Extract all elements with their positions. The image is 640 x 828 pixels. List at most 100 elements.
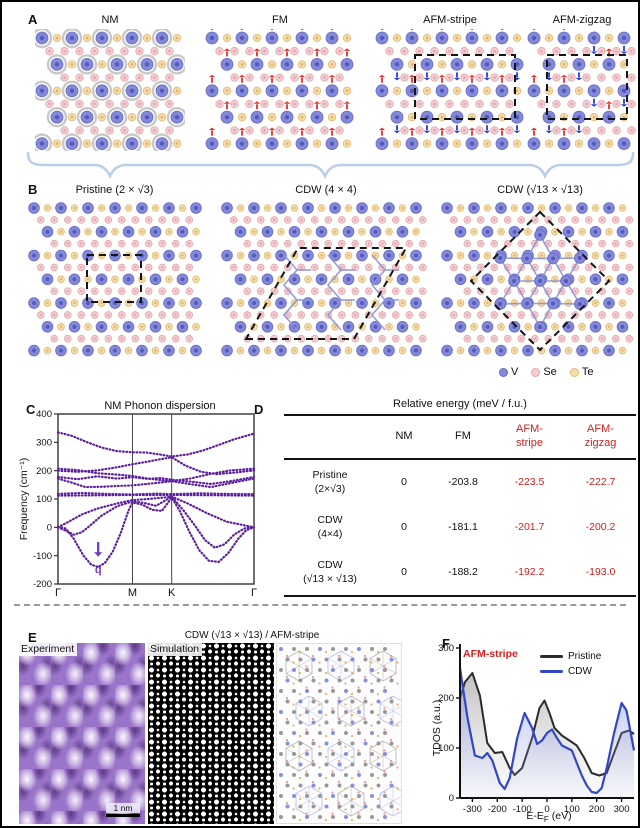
panel-b-cdw13-title: CDW (√13 × √13) bbox=[497, 184, 583, 196]
v-atom-icon bbox=[499, 367, 508, 377]
svg-text:100: 100 bbox=[438, 743, 454, 754]
table-header-afm-stripe: AFM-stripe bbox=[516, 423, 543, 449]
section-divider bbox=[14, 604, 626, 606]
overlay-layer bbox=[414, 54, 516, 120]
experiment-stm-image: Experiment 1 nm bbox=[19, 643, 145, 824]
simulation-image: Simulation bbox=[148, 643, 274, 824]
panel-c-label: C bbox=[26, 402, 36, 417]
fm-lattice-diagram bbox=[205, 29, 354, 150]
legend-se-label: Se bbox=[543, 366, 557, 378]
svg-text:-200: -200 bbox=[33, 579, 52, 590]
legend-v-label: V bbox=[511, 366, 519, 378]
panel-d-label: D bbox=[254, 402, 264, 417]
panel-b-cdw44: CDW (4 × 4) bbox=[220, 184, 432, 363]
cell-pristine-nm: 0 bbox=[401, 475, 407, 488]
se-atom-icon bbox=[531, 367, 541, 377]
table-row-cdw13: CDW (√13 × √13) 0 -188.2 -192.2 -193.0 bbox=[284, 550, 636, 595]
table-row-pristine: Pristine (2×√3) 0 -203.8 -223.5 -222.7 bbox=[284, 460, 636, 505]
scale-bar: 1 nm bbox=[106, 802, 140, 817]
phonon-chart-title: NM Phonon dispersion bbox=[104, 400, 215, 412]
legend-item-se: Se bbox=[531, 366, 557, 378]
panel-b-label: B bbox=[28, 182, 38, 197]
cell-cdw44-afm-stripe: -201.7 bbox=[514, 520, 545, 533]
experiment-image-label: Experiment bbox=[19, 643, 78, 656]
cdw-line-icon bbox=[540, 670, 563, 673]
svg-text:200: 200 bbox=[589, 804, 605, 815]
row-label-cdw44: CDW (4×4) bbox=[284, 514, 376, 540]
svg-text:300: 300 bbox=[36, 438, 52, 449]
row-label-cdw44-line1: CDW bbox=[317, 514, 343, 527]
svg-text:q: q bbox=[95, 564, 102, 576]
svg-text:-100: -100 bbox=[33, 551, 52, 562]
panel-b-pristine: Pristine (2 × √3) bbox=[27, 184, 202, 363]
brace-curve bbox=[26, 151, 635, 180]
brace-connector bbox=[26, 151, 635, 180]
panel-a-fm: FM bbox=[205, 14, 355, 151]
cell-cdw44-afm-zigzag: -200.2 bbox=[585, 520, 616, 533]
tdos-chart: TDOS (a.u.) 0 100 200 300 -300 -200 -100 0 100 20… bbox=[431, 643, 636, 815]
tdos-xlabel-post: (eV) bbox=[548, 810, 572, 822]
panel-a-afm-stripe: AFM-stripe bbox=[375, 14, 525, 151]
svg-text:-300: -300 bbox=[463, 804, 482, 815]
cdw-4x4-lattice-diagram bbox=[221, 202, 427, 357]
afm-stripe-lattice-diagram bbox=[375, 29, 524, 150]
simulation-image-label: Simulation bbox=[148, 643, 203, 656]
row-label-cdw13-line1: CDW bbox=[317, 559, 343, 572]
afm-zigzag-lattice-diagram bbox=[527, 29, 636, 150]
table-row-cdw44: CDW (4×4) 0 -181.1 -201.7 -200.2 bbox=[284, 505, 636, 550]
panel-a-fm-title: FM bbox=[272, 14, 288, 26]
scale-bar-line bbox=[106, 813, 140, 817]
cell-cdw44-fm: -181.1 bbox=[448, 520, 478, 533]
row-label-cdw13-line2: (√13 × √13) bbox=[303, 572, 357, 585]
scale-bar-label: 1 nm bbox=[106, 802, 140, 813]
relative-energy-table: Relative energy (meV / f.u.) NM FM AFM-s… bbox=[284, 398, 636, 597]
atom-legend: V Se Te bbox=[499, 366, 593, 378]
panel-e-title: CDW (√13 × √13) / AFM-stripe bbox=[184, 630, 320, 641]
cell-pristine-afm-zigzag: -222.7 bbox=[585, 475, 616, 488]
svg-text:0: 0 bbox=[449, 793, 454, 804]
legend-item-pristine: Pristine bbox=[540, 649, 601, 664]
cell-cdw13-fm: -188.2 bbox=[448, 565, 478, 578]
te-atom-icon bbox=[569, 367, 579, 377]
row-label-cdw44-line2: (4×4) bbox=[317, 527, 343, 540]
panel-e-label: E bbox=[28, 630, 37, 645]
pristine-line-icon bbox=[540, 655, 563, 658]
overlay-layer bbox=[86, 254, 142, 303]
svg-text:100: 100 bbox=[36, 494, 52, 505]
table-header-row: NM FM AFM-stripe AFM-zigzag bbox=[284, 414, 636, 460]
svg-text:200: 200 bbox=[36, 466, 52, 477]
legend-cdw-label: CDW bbox=[568, 666, 592, 677]
atoms-layer bbox=[28, 202, 202, 357]
tdos-xlabel-pre: E-E bbox=[526, 810, 544, 822]
overlay-layer bbox=[244, 247, 408, 340]
svg-text:200: 200 bbox=[438, 693, 454, 704]
svg-text:300: 300 bbox=[438, 643, 454, 654]
tdos-xlabel-sub: F bbox=[543, 815, 549, 825]
legend-item-cdw: CDW bbox=[540, 664, 601, 679]
legend-pristine-label: Pristine bbox=[568, 651, 602, 662]
table-title: Relative energy (meV / f.u.) bbox=[393, 398, 527, 410]
overlay-layer bbox=[469, 210, 611, 352]
legend-item-v: V bbox=[499, 366, 518, 378]
svg-text:M: M bbox=[128, 587, 137, 599]
table-header-nm: NM bbox=[395, 430, 413, 443]
table-body: Pristine (2×√3) 0 -203.8 -223.5 -222.7 C… bbox=[284, 460, 636, 597]
panel-f-label: F bbox=[442, 636, 450, 651]
panel-b-cdw13: CDW (√13 × √13) bbox=[440, 184, 638, 363]
cell-pristine-fm: -203.8 bbox=[448, 475, 478, 488]
row-label-cdw13: CDW (√13 × √13) bbox=[284, 559, 376, 585]
atoms-layer bbox=[221, 202, 427, 357]
phonon-y-axis-label: Frequency (cm⁻¹) bbox=[18, 458, 30, 541]
panel-a-afm-stripe-title: AFM-stripe bbox=[423, 14, 477, 26]
row-label-pristine-line2: (2×√3) bbox=[314, 482, 346, 495]
svg-text:K: K bbox=[168, 587, 176, 599]
structure-model-image bbox=[276, 643, 407, 826]
panel-a-nm: NM bbox=[35, 14, 185, 151]
cell-cdw13-nm: 0 bbox=[401, 565, 407, 578]
atoms-layer bbox=[527, 29, 636, 150]
svg-text:-200: -200 bbox=[488, 804, 507, 815]
phonon-dispersion-chart: NM Phonon dispersion Frequency (cm⁻¹) -2… bbox=[18, 400, 257, 599]
svg-text:-100: -100 bbox=[513, 804, 532, 815]
tdos-x-axis-label: E-EF (eV) bbox=[469, 810, 629, 824]
svg-text:0: 0 bbox=[47, 523, 52, 534]
